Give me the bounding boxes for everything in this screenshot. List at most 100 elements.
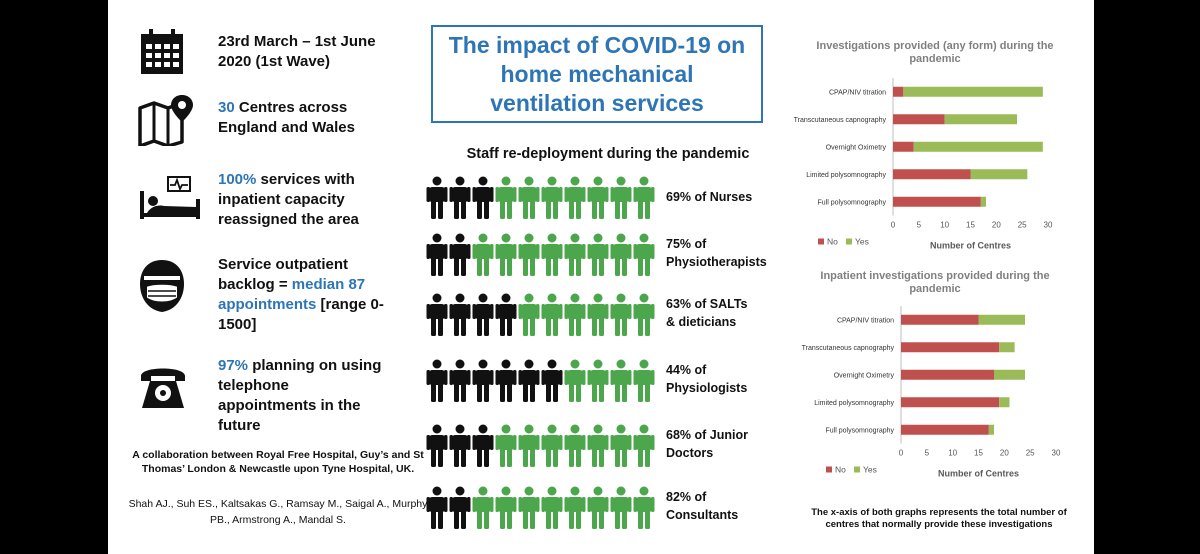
staff-label-line1: 44% of [666, 363, 707, 377]
centres-stat: 30 Centres across England and Wales [218, 99, 355, 136]
category-label: CPAP/NIV titration [837, 317, 894, 324]
telephone-stat: 97% planning on using telephone appointm… [218, 357, 382, 434]
staff-row-label: 44% of Physiologists [666, 361, 747, 397]
person-icon [495, 176, 517, 219]
category-label: Overnight Oximetry [826, 144, 887, 151]
bar-no [901, 369, 994, 380]
bar-yes [970, 169, 1028, 180]
person-icon [495, 486, 517, 529]
person-icon [587, 176, 609, 219]
person-icon [541, 293, 563, 336]
person-icon [426, 293, 448, 336]
staff-row-label: 68% of Junior Doctors [666, 426, 748, 462]
legend-swatch-yes [846, 238, 852, 245]
staff-row-label: 63% of SALTs & dieticians [666, 295, 748, 331]
staff-label-line1: 82% of [666, 490, 707, 504]
person-icon [518, 293, 540, 336]
person-icon [541, 424, 563, 467]
person-icon [610, 233, 632, 276]
person-icon [472, 486, 494, 529]
person-icon [472, 233, 494, 276]
wave-date-line2: 2020 (1st Wave) [218, 53, 331, 70]
person-icon [495, 233, 517, 276]
person-icon [518, 486, 540, 529]
x-tick-label: 0 [891, 221, 896, 230]
x-axis-title: Number of Centres [938, 469, 1019, 479]
person-icon [633, 359, 655, 402]
person-icon [426, 176, 448, 219]
chart-inpatient-investigations: CPAP/NIV titration Transcutaneous capnogr… [802, 306, 1061, 479]
person-icon [541, 359, 563, 402]
telephone-icon [141, 368, 185, 408]
person-icon [610, 176, 632, 219]
bar-no [901, 342, 1000, 353]
legend-swatch-no [818, 238, 824, 245]
legend-swatch-no [826, 466, 832, 473]
legend-label: Yes [855, 237, 869, 247]
person-icon [472, 424, 494, 467]
staff-row [426, 424, 656, 468]
x-tick-label: 0 [899, 449, 904, 458]
person-icon [587, 233, 609, 276]
person-icon [518, 176, 540, 219]
map-pin-icon [138, 95, 193, 146]
bar-yes [980, 196, 986, 207]
person-icon [472, 176, 494, 219]
bar-no [901, 424, 989, 435]
x-tick-label: 15 [966, 221, 975, 230]
staff-row-label: 69% of Nurses [666, 188, 752, 206]
category-label: Limited polysomnography [814, 400, 894, 407]
person-icon [495, 424, 517, 467]
person-icon [587, 359, 609, 402]
staff-row-label: 75% of Physiotherapists [666, 235, 767, 271]
person-icon [518, 233, 540, 276]
person-icon [472, 293, 494, 336]
hospital-bed-icon [140, 176, 200, 219]
staff-row-label: 82% of Consultants [666, 488, 738, 524]
category-label: Full polysomnography [818, 199, 887, 206]
inpatient-stat: 100% services with inpatient capacity re… [218, 171, 359, 228]
x-tick-label: 20 [1000, 449, 1009, 458]
chart-any-investigations: CPAP/NIV titration Transcutaneous capnogr… [794, 78, 1053, 251]
axis-note: The x-axis of both graphs represents the… [811, 507, 1067, 530]
people-icons [426, 486, 655, 529]
staff-label-line2: Physiotherapists [666, 255, 767, 269]
person-icon [495, 359, 517, 402]
category-label: Limited polysomnography [806, 172, 886, 179]
chart2-title: Inpatient investigations provided during… [820, 270, 1050, 295]
legend-label: No [835, 465, 846, 475]
staff-label-line2: Consultants [666, 508, 739, 522]
wave-dates: 23rd March – 1st June 2020 (1st Wave) [218, 32, 376, 72]
wave-date-line1: 23rd March – 1st June [218, 33, 376, 50]
x-tick-label: 15 [974, 449, 983, 458]
telephone-percent: 97% [218, 357, 249, 374]
person-icon [472, 359, 494, 402]
staff-label-line1: 63% of SALTs [666, 297, 748, 311]
person-icon [610, 486, 632, 529]
poster-title: The impact of COVID-19 on home mechanica… [431, 25, 763, 123]
x-tick-label: 5 [917, 221, 922, 230]
person-icon [564, 293, 586, 336]
bar-no [893, 141, 914, 152]
staff-label-line2: & dieticians [666, 315, 737, 329]
person-icon [564, 486, 586, 529]
people-icons [426, 176, 655, 219]
person-icon [633, 486, 655, 529]
bar-no [901, 314, 979, 325]
person-icon [633, 293, 655, 336]
staff-label-line2: Doctors [666, 446, 714, 460]
person-icon [541, 486, 563, 529]
person-icon [426, 486, 448, 529]
person-icon [610, 424, 632, 467]
staff-row [426, 233, 656, 277]
bar-yes [913, 141, 1043, 152]
person-icon [587, 486, 609, 529]
person-icon [426, 359, 448, 402]
staff-row [426, 293, 656, 337]
staff-label-line1: 69% of Nurses [666, 190, 753, 204]
person-icon [610, 293, 632, 336]
person-icon [541, 233, 563, 276]
x-tick-label: 5 [925, 449, 930, 458]
bar-yes [988, 424, 994, 435]
x-tick-label: 25 [1018, 221, 1027, 230]
